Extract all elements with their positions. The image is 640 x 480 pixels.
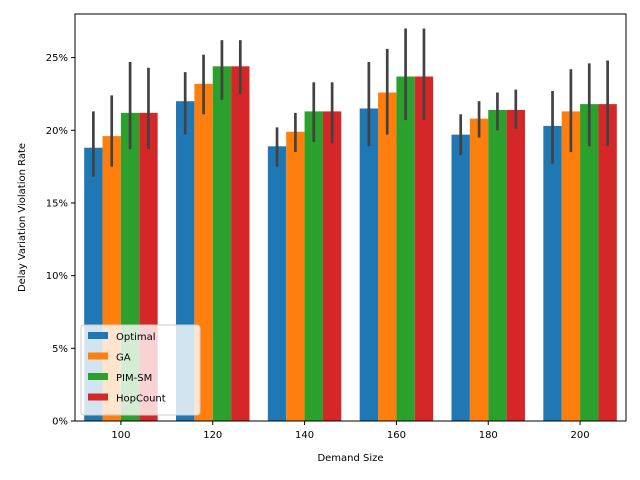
y-tick-label: 5% [52,344,68,355]
x-axis-ticks: 100 120 140 160 180 200 [111,421,590,441]
legend-label: PIM-SM [116,373,152,384]
legend-swatch [88,332,108,339]
legend: Optimal GA PIM-SM HopCount [80,324,201,416]
bar [359,108,379,421]
bar [322,111,342,421]
bar [267,146,287,421]
legend-label: GA [116,353,131,364]
bar [598,104,617,421]
legend-swatch [88,352,108,360]
bar [378,92,397,421]
x-tick-label: 120 [203,430,222,441]
x-tick-label: 140 [295,430,314,441]
y-tick-label: 10% [46,271,68,282]
x-axis-title: Demand Size [317,453,383,464]
bar [543,125,562,422]
x-tick-label: 160 [387,430,406,441]
bar [414,76,434,421]
y-tick-label: 0% [52,417,68,428]
error-bars-layer [92,28,609,177]
legend-box [80,324,201,416]
y-axis-title: Delay Variation Violation Rate [17,143,28,292]
x-tick-label: 180 [479,430,498,441]
axes [74,13,627,422]
bar [488,109,507,421]
legend-label: Optimal [116,332,156,343]
bar [231,66,250,421]
legend-label: HopCount [116,394,166,405]
y-tick-label: 20% [46,126,68,137]
bar [212,66,232,421]
bar [396,76,415,421]
y-tick-label: 15% [46,198,68,209]
bar [580,104,599,421]
bar [451,134,470,421]
y-axis-ticks: 0% 5% 10% 15% 20% 25% [46,53,75,428]
bar [561,111,581,421]
y-tick-label: 25% [46,53,68,64]
legend-swatch [88,373,108,380]
plot-frame [74,13,627,422]
legend-swatch [88,393,108,401]
x-tick-label: 100 [111,430,130,441]
bar [506,109,525,421]
x-tick-label: 200 [571,430,590,441]
bar [469,118,489,422]
bar [286,131,305,421]
bar [304,111,323,421]
